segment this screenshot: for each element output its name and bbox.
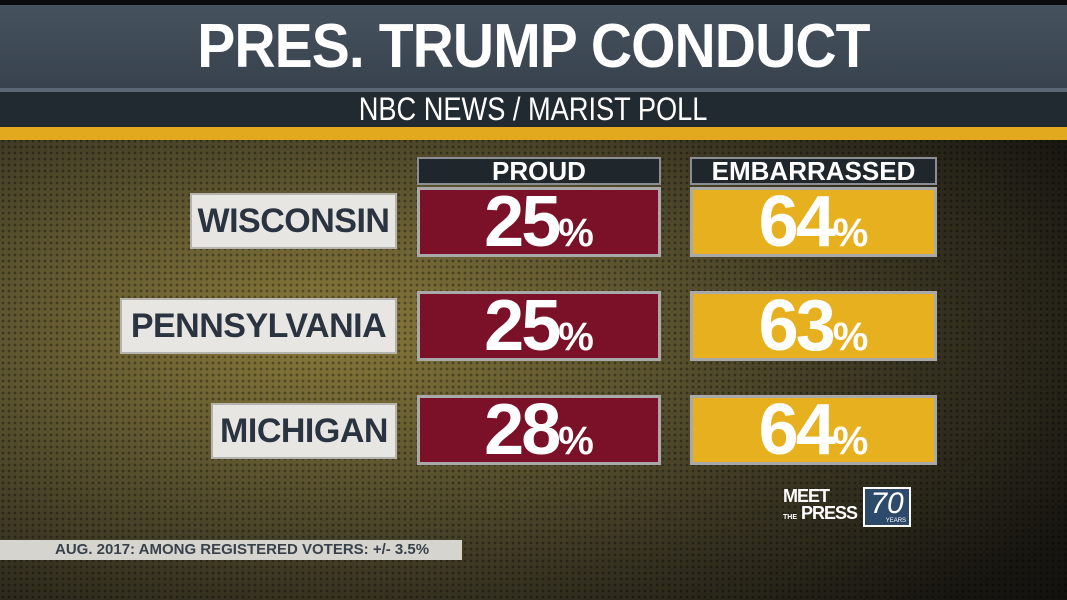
value: 63 <box>758 286 836 366</box>
divider <box>0 88 1067 92</box>
column-header-embarrassed: EMBARRASSED <box>690 157 937 185</box>
top-band <box>0 0 1067 5</box>
embarrassed-cell-wisconsin: 64% <box>690 186 937 258</box>
percent-sign: % <box>832 315 869 359</box>
page-title: PRES. TRUMP CONDUCT <box>197 12 870 81</box>
value: 28 <box>484 390 561 470</box>
footer-note: AUG. 2017: AMONG REGISTERED VOTERS: +/- … <box>0 540 462 560</box>
embarrassed-cell-michigan: 64% <box>690 394 937 466</box>
state-label-pennsylvania: PENNSYLVANIA <box>120 298 397 354</box>
subtitle-bar: NBC NEWS / MARIST POLL <box>0 92 1067 127</box>
badge-number: 70 <box>870 487 904 520</box>
logo-wordmark: MEET THE PRESS <box>783 486 858 523</box>
column-header-proud: PROUD <box>417 157 661 185</box>
proud-cell-wisconsin: 25% <box>417 186 661 258</box>
value: 64 <box>758 390 836 470</box>
value: 64 <box>758 182 836 262</box>
value: 25 <box>484 182 561 262</box>
header-bar: PRES. TRUMP CONDUCT <box>0 5 1067 88</box>
accent-stripe <box>0 127 1067 140</box>
state-label-michigan: MICHIGAN <box>211 403 397 459</box>
page-subtitle: NBC NEWS / MARIST POLL <box>359 91 708 127</box>
percent-sign: % <box>558 315 594 359</box>
embarrassed-cell-pennsylvania: 63% <box>690 290 937 362</box>
value: 25 <box>484 286 561 366</box>
percent-sign: % <box>832 211 869 255</box>
state-label-wisconsin: WISCONSIN <box>190 193 397 249</box>
percent-sign: % <box>558 419 594 463</box>
seventy-years-badge: YEARS 70 <box>863 487 912 527</box>
proud-cell-pennsylvania: 25% <box>417 290 661 362</box>
proud-cell-michigan: 28% <box>417 394 661 466</box>
badge-years: YEARS <box>885 518 907 524</box>
meet-the-press-logo: MEET THE PRESS YEARS 70 <box>783 486 912 528</box>
percent-sign: % <box>558 211 594 255</box>
percent-sign: % <box>832 419 869 463</box>
